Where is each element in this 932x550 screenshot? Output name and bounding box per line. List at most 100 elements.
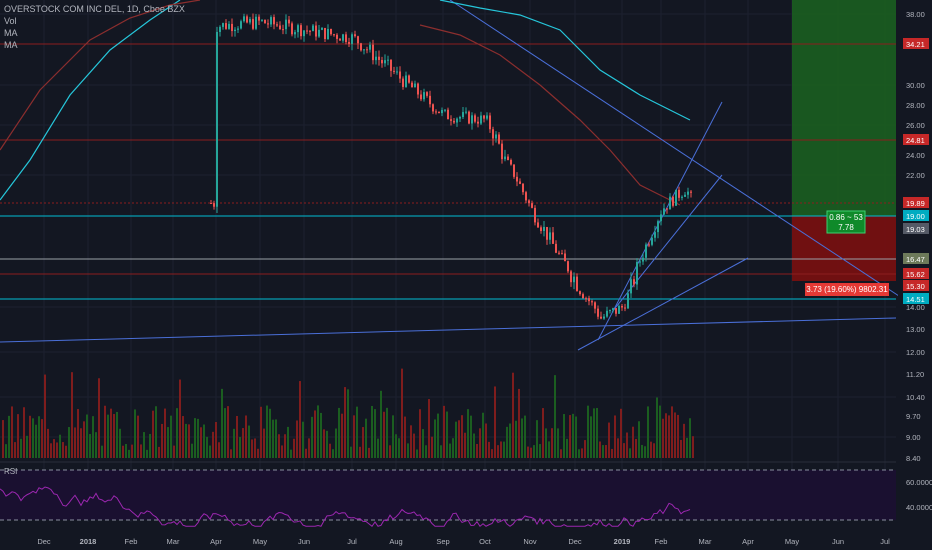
candle-body — [468, 111, 470, 124]
volume-bar — [65, 445, 67, 458]
candle-body — [249, 18, 251, 23]
chart-title[interactable]: OVERSTOCK COM INC DEL, 1D, Cboe BZX — [4, 4, 185, 14]
stop-label-text: 3.73 (19.60%) 9802.31 — [806, 285, 888, 294]
volume-bar — [32, 418, 34, 458]
price-tag-bg — [903, 197, 929, 208]
volume-bar — [92, 416, 94, 458]
volume-bar — [365, 418, 367, 458]
volume-bar — [242, 428, 244, 458]
candle-body — [306, 30, 308, 32]
volume-legend[interactable]: Vol — [4, 16, 17, 26]
candle-body — [672, 196, 674, 206]
volume-bar — [641, 444, 643, 458]
volume-bar — [5, 444, 7, 458]
volume-bar — [509, 423, 511, 458]
volume-bar — [347, 389, 349, 458]
volume-bar — [212, 431, 214, 458]
volume-bar — [467, 409, 469, 458]
target-label-line1: 0.86 ~ 53 — [829, 213, 863, 222]
candle-body — [645, 244, 647, 258]
candle-body — [288, 19, 290, 24]
candle-body — [294, 32, 296, 35]
volume-bar — [308, 438, 310, 458]
volume-bar — [344, 387, 346, 458]
candle-body — [282, 29, 284, 31]
ma-fast-line — [0, 0, 201, 151]
candle-body — [303, 30, 305, 37]
volume-bar — [479, 428, 481, 458]
volume-bar — [599, 441, 601, 458]
candle-body — [507, 156, 509, 161]
price-axis-label: 28.00 — [906, 101, 925, 110]
candle-body — [225, 23, 227, 29]
volume-bar — [428, 399, 430, 458]
volume-bar — [335, 428, 337, 458]
volume-bar — [518, 388, 520, 458]
volume-bar — [302, 421, 304, 458]
candle-body — [678, 189, 680, 198]
volume-bar — [173, 445, 175, 458]
candle-body — [492, 129, 494, 139]
candle-body — [609, 310, 611, 312]
price-axis-label: 22.00 — [906, 171, 925, 180]
volume-bar — [668, 415, 670, 458]
volume-bar — [182, 416, 184, 458]
volume-bar — [533, 445, 535, 458]
volume-bar — [512, 372, 514, 458]
volume-bar — [377, 438, 379, 458]
volume-bar — [146, 449, 148, 458]
volume-bar — [581, 448, 583, 458]
candle-body — [642, 257, 644, 262]
time-axis-label: Oct — [479, 537, 492, 546]
time-axis: Dec 2018 Feb Mar Apr May Jun Jul Aug Sep Oct Nov Dec… — [37, 537, 890, 546]
volume-bar — [95, 432, 97, 458]
volume-bar — [245, 415, 247, 458]
price-tag-bg — [903, 38, 929, 49]
volume-bar — [83, 421, 85, 458]
price-axis-label: 14.00 — [906, 303, 925, 312]
candle-body — [240, 21, 242, 29]
time-axis-label: Jun — [832, 537, 844, 546]
volume-bar — [560, 449, 562, 458]
candle-body — [312, 25, 314, 32]
price-axis-label: 9.00 — [906, 433, 921, 442]
volume-bar — [374, 409, 376, 458]
candle-body — [606, 310, 608, 317]
volume-bar — [470, 415, 472, 458]
time-axis-label: Jul — [880, 537, 890, 546]
volume-bar — [266, 405, 268, 458]
price-axis-label: 19.00 — [906, 212, 925, 221]
volume-bar — [575, 416, 577, 458]
volume-bar — [125, 443, 127, 458]
volume-bar — [41, 419, 43, 458]
candle-body — [399, 71, 401, 79]
candle-body — [681, 196, 683, 198]
volume-bar — [596, 407, 598, 458]
price-axis-label: 24.81 — [906, 136, 925, 145]
volume-bar — [605, 445, 607, 458]
candle-body — [687, 191, 689, 195]
candle-body — [246, 16, 248, 23]
ma-fast-line — [419, 24, 681, 206]
candle-body — [357, 36, 359, 44]
volume-bar — [338, 407, 340, 458]
volume-bar — [296, 420, 298, 458]
candle-body — [564, 253, 566, 262]
time-axis-label: Apr — [742, 537, 754, 546]
candle-body — [219, 26, 221, 32]
candle-body — [528, 200, 530, 204]
candle-body — [363, 49, 365, 51]
volume-bar — [548, 441, 550, 458]
volume-bar — [410, 425, 412, 458]
candle-body — [654, 232, 656, 238]
volume-bar — [569, 415, 571, 458]
volume-bar — [503, 441, 505, 458]
candle-body — [435, 111, 437, 113]
candle-body — [450, 119, 452, 121]
ma-legend-1[interactable]: MA — [4, 28, 18, 38]
volume-bar — [203, 424, 205, 458]
candle-body — [522, 183, 524, 193]
ma-legend-2[interactable]: MA — [4, 40, 18, 50]
time-axis-label: Sep — [436, 537, 449, 546]
